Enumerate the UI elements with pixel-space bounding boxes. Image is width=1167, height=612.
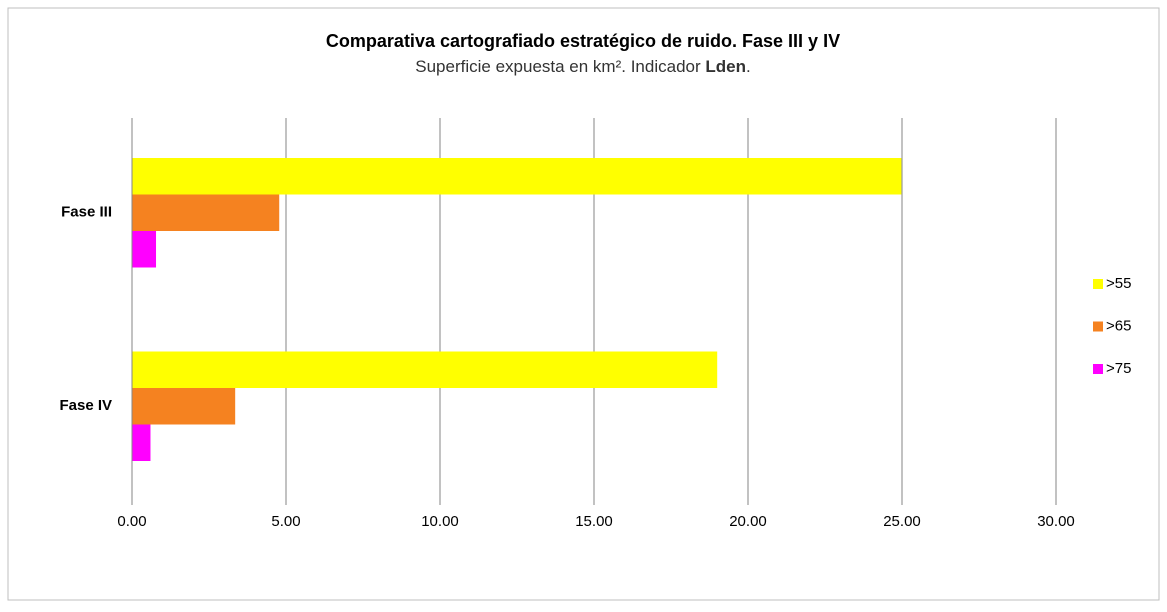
x-tick-label: 0.00 xyxy=(117,513,146,530)
bar xyxy=(132,158,902,195)
x-tick-label: 30.00 xyxy=(1037,513,1075,530)
chart-border xyxy=(7,7,1160,601)
x-tick-label: 20.00 xyxy=(729,513,767,530)
x-tick-label: 10.00 xyxy=(421,513,459,530)
chart-title: Comparativa cartografiado estratégico de… xyxy=(326,31,840,51)
bar xyxy=(132,388,236,425)
legend-swatch xyxy=(1093,364,1103,374)
x-tick-label: 25.00 xyxy=(883,513,921,530)
y-tick-label: Fase IV xyxy=(59,397,112,414)
bar xyxy=(132,231,157,268)
x-tick-label: 5.00 xyxy=(271,513,300,530)
bar xyxy=(132,424,151,461)
legend-label: >75 xyxy=(1106,360,1131,377)
legend-label: >65 xyxy=(1106,317,1131,334)
y-tick-label: Fase III xyxy=(61,204,112,221)
bar xyxy=(132,194,280,231)
bar xyxy=(132,351,718,388)
chart-subtitle: Superficie expuesta en km². Indicador Ld… xyxy=(415,57,750,76)
x-tick-label: 15.00 xyxy=(575,513,613,530)
legend-swatch xyxy=(1093,321,1103,332)
legend-label: >55 xyxy=(1106,275,1131,292)
legend-swatch xyxy=(1093,279,1103,289)
